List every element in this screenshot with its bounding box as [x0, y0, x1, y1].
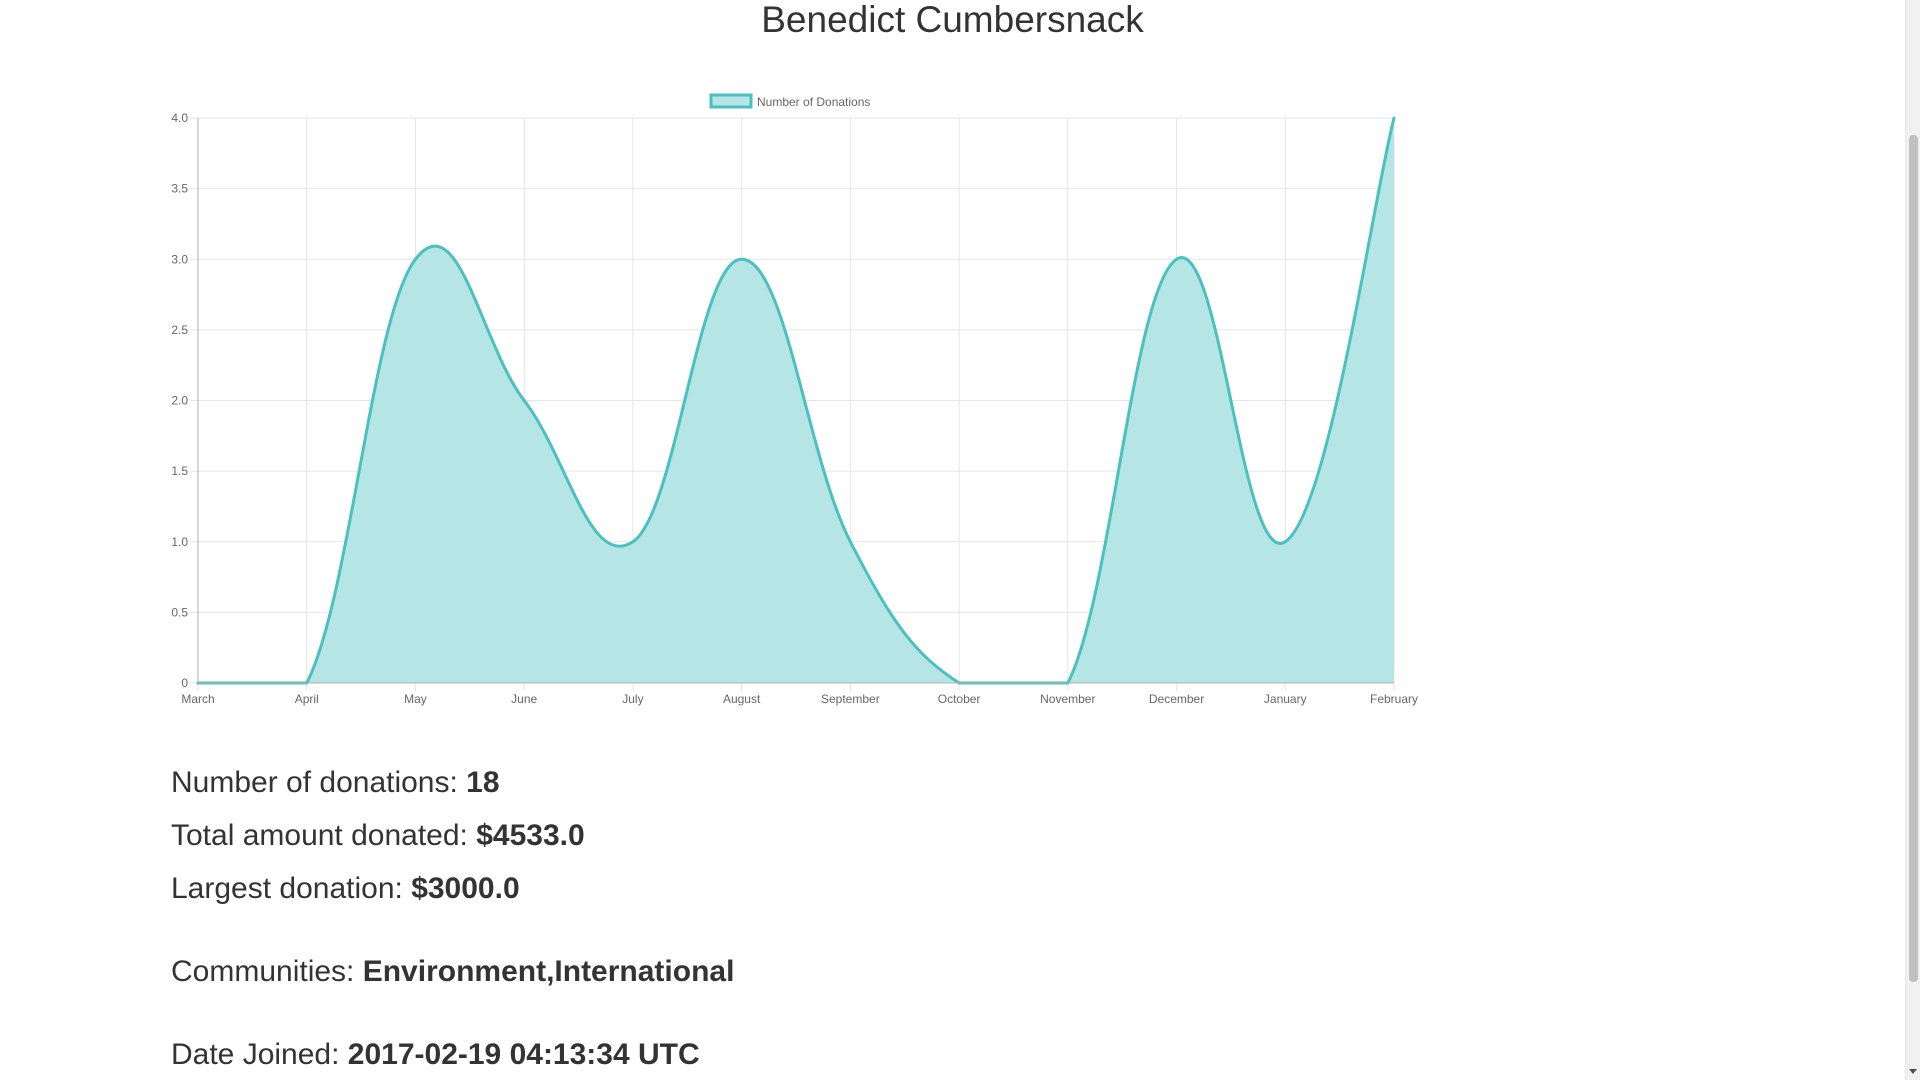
stat-label: Largest donation: [171, 872, 412, 905]
x-tick-label: February [1370, 692, 1418, 706]
y-tick-label: 1.5 [171, 464, 188, 478]
x-tick-label: April [295, 692, 319, 706]
stat-largest-donation: Largest donation: $3000.0 [171, 872, 520, 906]
x-tick-label: May [404, 692, 427, 706]
x-tick-label: March [181, 692, 214, 706]
x-tick-label: January [1264, 692, 1307, 706]
series-area [196, 116, 1396, 685]
data-point [413, 257, 417, 261]
scroll-down-arrow-icon[interactable] [1909, 1069, 1917, 1074]
stat-value: $4533.0 [476, 819, 585, 852]
donations-chart: Number of Donations 0 0.5 1.0 1.5 2.0 2.5 3.0 3… [171, 93, 1418, 706]
legend-label: Number of Donations [757, 95, 870, 109]
x-tick-label: November [1040, 692, 1095, 706]
y-tick-label: 3.5 [171, 182, 188, 196]
data-point [631, 540, 635, 544]
x-tick-label: June [511, 692, 537, 706]
y-tick-label: 3.0 [171, 252, 188, 266]
legend: Number of Donations [709, 93, 870, 109]
stat-communities: Communities: Environment,International [171, 955, 734, 989]
x-tick-label: July [622, 692, 643, 706]
stat-label: Date Joined: [171, 1038, 348, 1071]
y-tick-label: 1.0 [171, 535, 188, 549]
stat-label: Number of donations: [171, 766, 467, 799]
x-tick-labels: March April May June July August September Octo… [181, 692, 1418, 706]
scrollbar-thumb[interactable] [1909, 135, 1918, 982]
stat-label: Total amount donated: [171, 819, 477, 852]
y-tick-labels: 0 0.5 1.0 1.5 2.0 2.5 3.0 3.5 4.0 [171, 111, 188, 690]
data-point [1283, 540, 1287, 544]
legend-swatch [709, 93, 753, 109]
vertical-scrollbar[interactable] [1905, 0, 1920, 1080]
data-point [1392, 116, 1396, 120]
stat-total-amount: Total amount donated: $4533.0 [171, 819, 585, 853]
x-tick-label: August [723, 692, 761, 706]
stat-value: Environment,International [362, 955, 735, 988]
y-tick-label: 2.5 [171, 323, 188, 337]
stat-value: 18 [466, 766, 500, 799]
stat-value: 2017-02-19 04:13:34 UTC [347, 1038, 700, 1071]
x-tick-label: September [821, 692, 880, 706]
page-title: Benedict Cumbersnack [761, 0, 1144, 40]
y-tick-label: 2.0 [171, 394, 188, 408]
y-tick-label: 0.5 [171, 605, 188, 619]
y-tick-label: 4.0 [171, 111, 188, 125]
stat-label: Communities: [171, 955, 363, 988]
x-tick-label: December [1149, 692, 1204, 706]
x-tick-label: October [938, 692, 981, 706]
stat-date-joined: Date Joined: 2017-02-19 04:13:34 UTC [171, 1038, 700, 1072]
stat-number-of-donations: Number of donations: 18 [171, 766, 500, 800]
data-point [848, 540, 852, 544]
series-area-fill [198, 118, 1394, 683]
data-point [740, 257, 744, 261]
stat-value: $3000.0 [411, 872, 520, 905]
data-point [522, 399, 526, 402]
data-point [1175, 257, 1179, 261]
axes [197, 118, 1394, 684]
y-tick-label: 0 [181, 676, 188, 690]
